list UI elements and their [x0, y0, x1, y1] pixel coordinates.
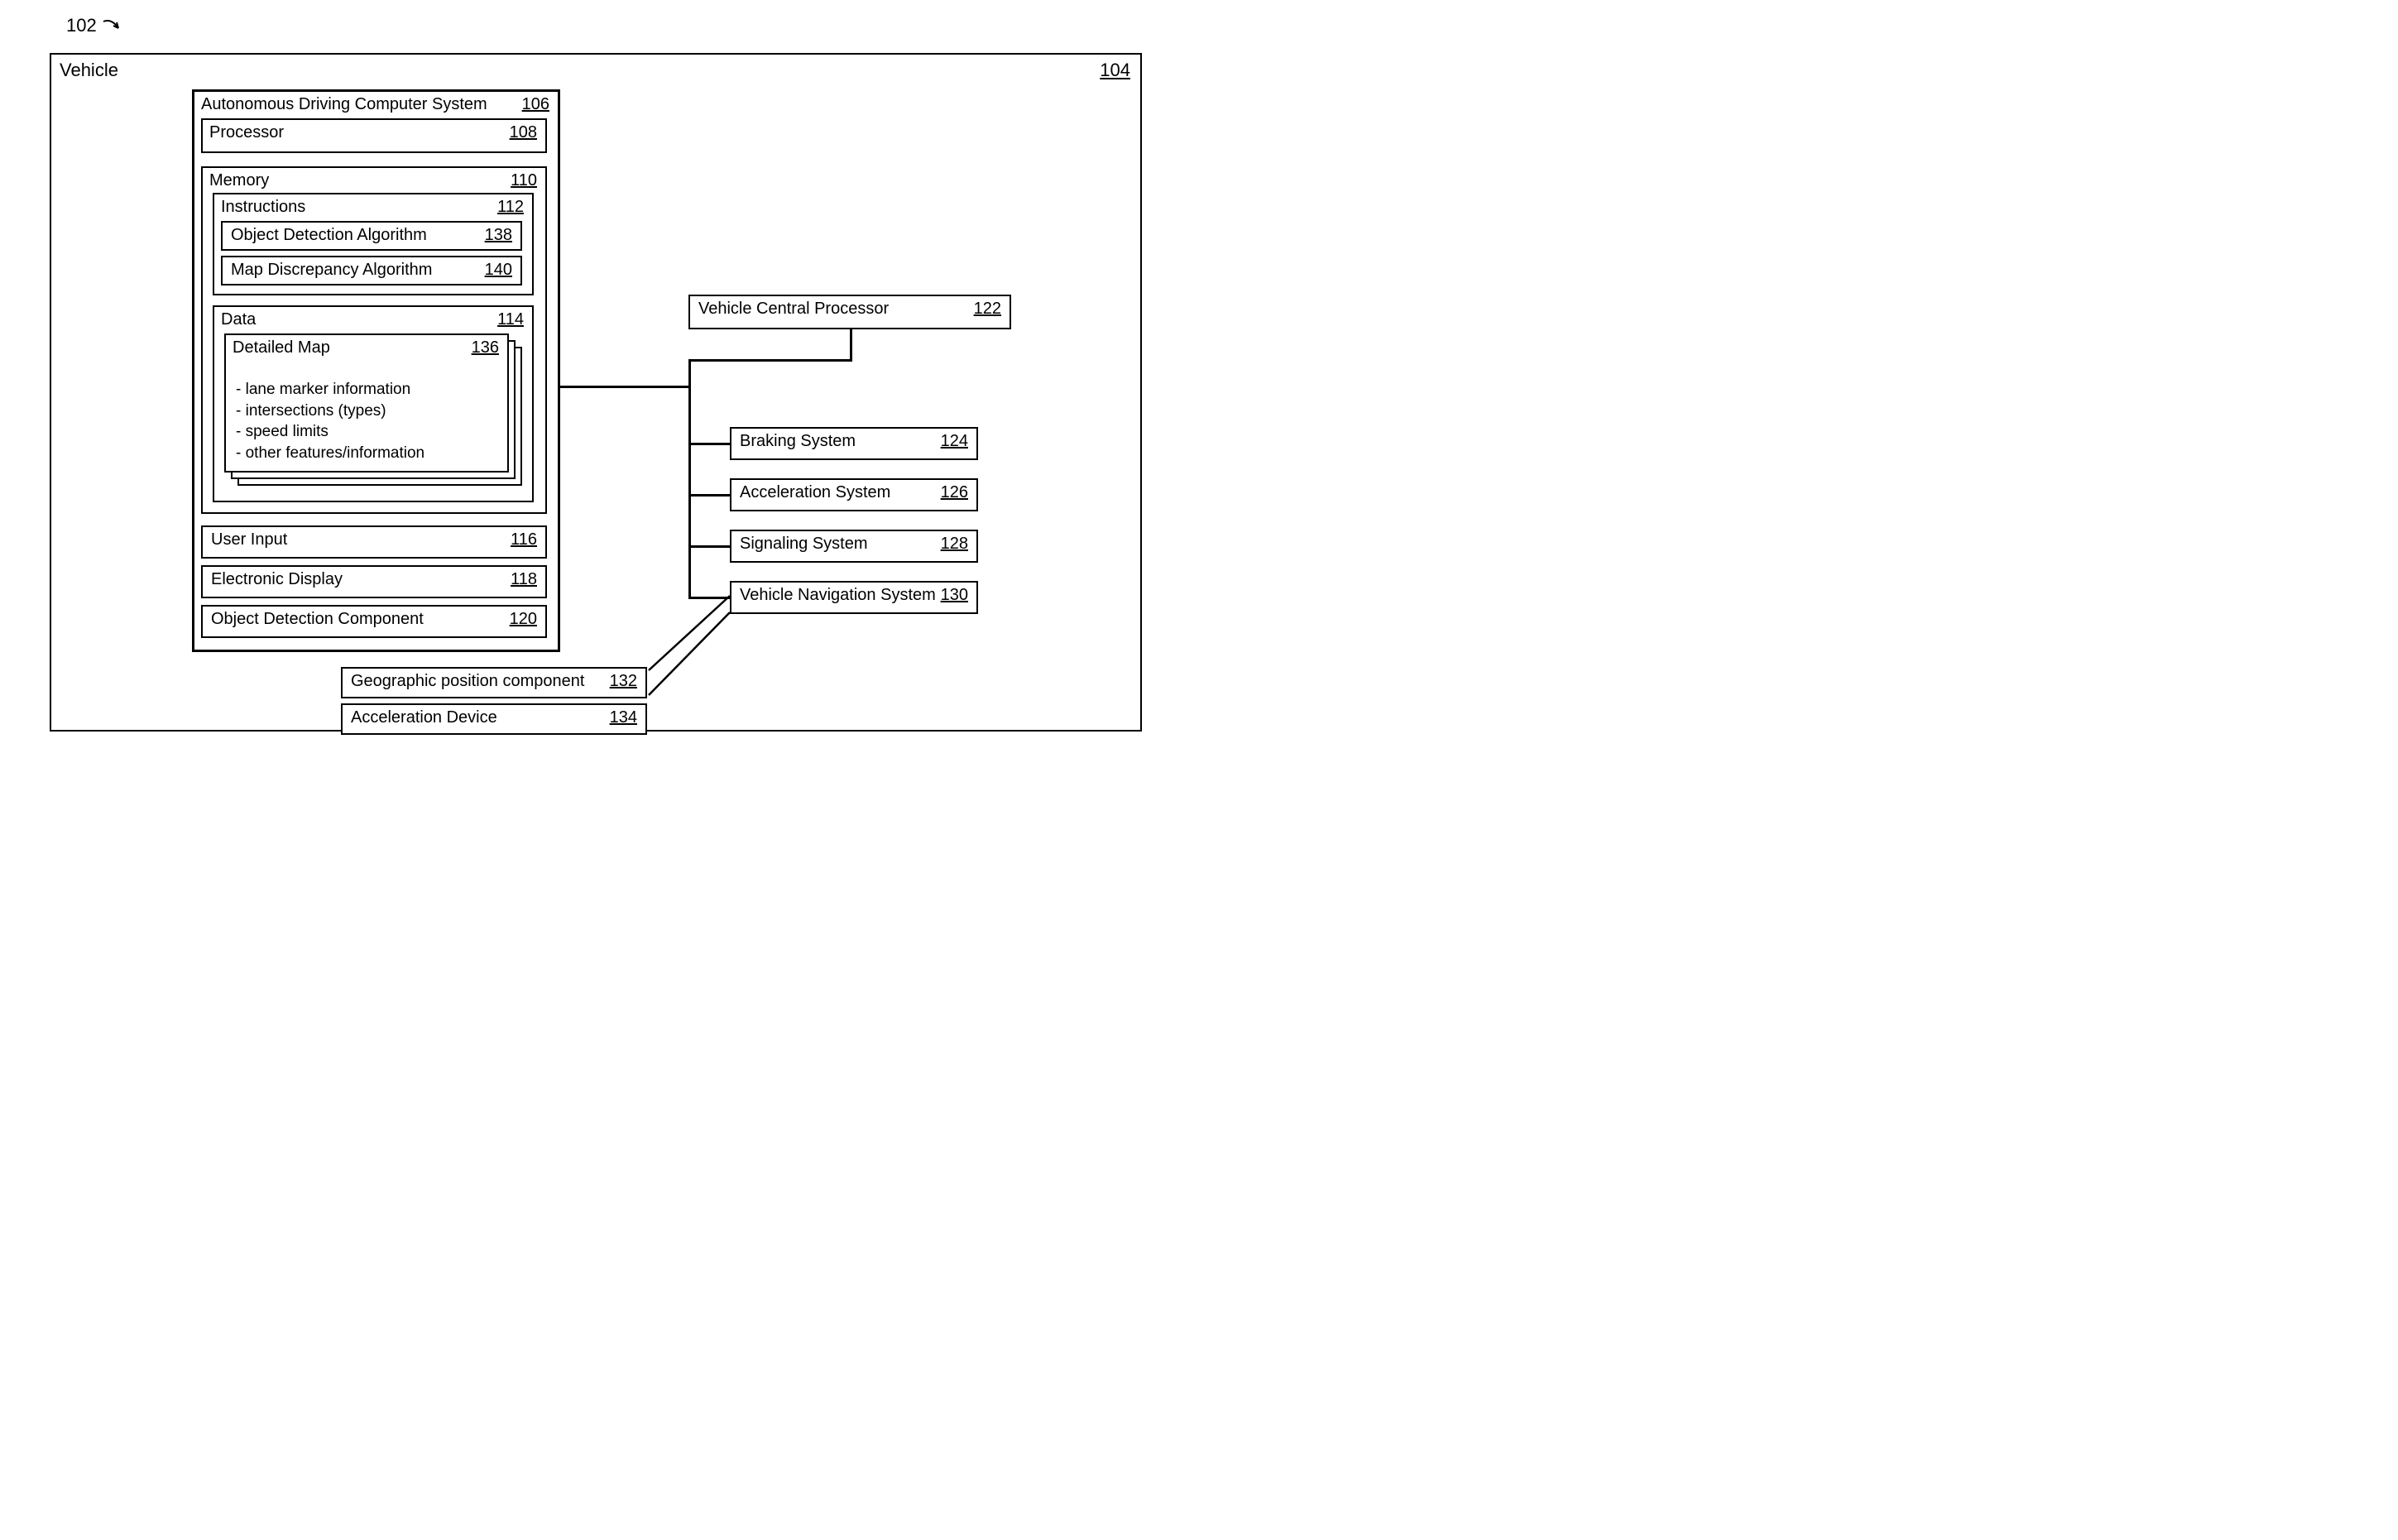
ref-122: 122 [974, 300, 1001, 319]
line-vcp-down [850, 329, 852, 359]
accel-box: Acceleration System 126 [730, 478, 978, 511]
adcs-title: Autonomous Driving Computer System [201, 95, 487, 113]
map-disc-algo-label: Map Discrepancy Algorithm [231, 261, 432, 279]
map-item-2: - speed limits [233, 421, 501, 443]
ref-134: 134 [610, 708, 637, 727]
ref-104: 104 [1100, 60, 1130, 81]
obj-comp-box: Object Detection Component 120 [201, 605, 547, 638]
ref-128: 128 [941, 535, 968, 554]
ref-124: 124 [941, 432, 968, 451]
signal-label: Signaling System [740, 535, 868, 553]
line-to-braking [688, 443, 730, 445]
obj-det-algo-box: Object Detection Algorithm 138 [221, 221, 522, 251]
map-item-1: - intersections (types) [233, 401, 501, 422]
ref-136: 136 [472, 338, 499, 357]
processor-label: Processor [209, 123, 284, 142]
detailed-map-label: Detailed Map [233, 338, 330, 357]
figure-number: 102 [66, 15, 125, 36]
vcp-label: Vehicle Central Processor [698, 300, 889, 318]
vehicle-label: Vehicle [60, 60, 118, 81]
ref-110: 110 [511, 171, 537, 190]
memory-label: Memory [209, 171, 269, 190]
acc-dev-label: Acceleration Device [351, 708, 497, 727]
memory-box: Memory 110 Instructions 112 Object Detec… [201, 166, 547, 514]
braking-box: Braking System 124 [730, 427, 978, 460]
obj-comp-label: Object Detection Component [211, 610, 424, 628]
ref-118: 118 [511, 570, 537, 589]
ref-120: 120 [510, 610, 537, 629]
geo-box: Geographic position component 132 [341, 667, 647, 698]
display-label: Electronic Display [211, 570, 343, 588]
arrow-hook-icon [102, 18, 125, 33]
adcs-box: Autonomous Driving Computer System 106 P… [192, 89, 560, 652]
instructions-label: Instructions [221, 198, 305, 216]
vehicle-box: Vehicle 104 Autonomous Driving Computer … [50, 53, 1142, 732]
nav-label: Vehicle Navigation System [740, 586, 936, 604]
acc-dev-box: Acceleration Device 134 [341, 703, 647, 735]
vcp-box: Vehicle Central Processor 122 [688, 295, 1011, 329]
ref-114: 114 [497, 310, 524, 329]
processor-box: Processor 108 [201, 118, 547, 153]
user-input-label: User Input [211, 530, 287, 549]
accel-label: Acceleration System [740, 483, 890, 501]
ref-112: 112 [497, 198, 524, 217]
signal-box: Signaling System 128 [730, 530, 978, 563]
ref-138: 138 [485, 226, 512, 245]
braking-label: Braking System [740, 432, 856, 450]
geo-label: Geographic position component [351, 672, 584, 690]
instructions-box: Instructions 112 Object Detection Algori… [213, 193, 534, 295]
map-item-0: - lane marker information [233, 379, 501, 401]
user-input-box: User Input 116 [201, 525, 547, 559]
map-disc-algo-box: Map Discrepancy Algorithm 140 [221, 256, 522, 285]
line-bus-vert [688, 359, 691, 598]
data-box: Data 114 Detailed Map 136 - lane marker … [213, 305, 534, 502]
line-adcs-vcp [560, 386, 688, 388]
data-label: Data [221, 310, 256, 329]
ref-140: 140 [485, 261, 512, 280]
nav-box: Vehicle Navigation System 130 [730, 581, 978, 614]
line-to-accel [688, 494, 730, 497]
map-item-3: - other features/information [233, 443, 501, 464]
ref-126: 126 [941, 483, 968, 502]
detailed-map-box: Detailed Map 136 - lane marker informati… [224, 333, 509, 473]
ref-132: 132 [610, 672, 637, 691]
geo-connector-lines [645, 581, 736, 722]
line-to-signal [688, 545, 730, 548]
display-box: Electronic Display 118 [201, 565, 547, 598]
ref-108: 108 [510, 123, 537, 142]
figure-number-text: 102 [66, 15, 97, 36]
ref-130: 130 [941, 586, 968, 605]
ref-106: 106 [522, 95, 549, 114]
line-bus-top [688, 359, 852, 362]
obj-det-algo-label: Object Detection Algorithm [231, 226, 427, 244]
ref-116: 116 [511, 530, 537, 549]
